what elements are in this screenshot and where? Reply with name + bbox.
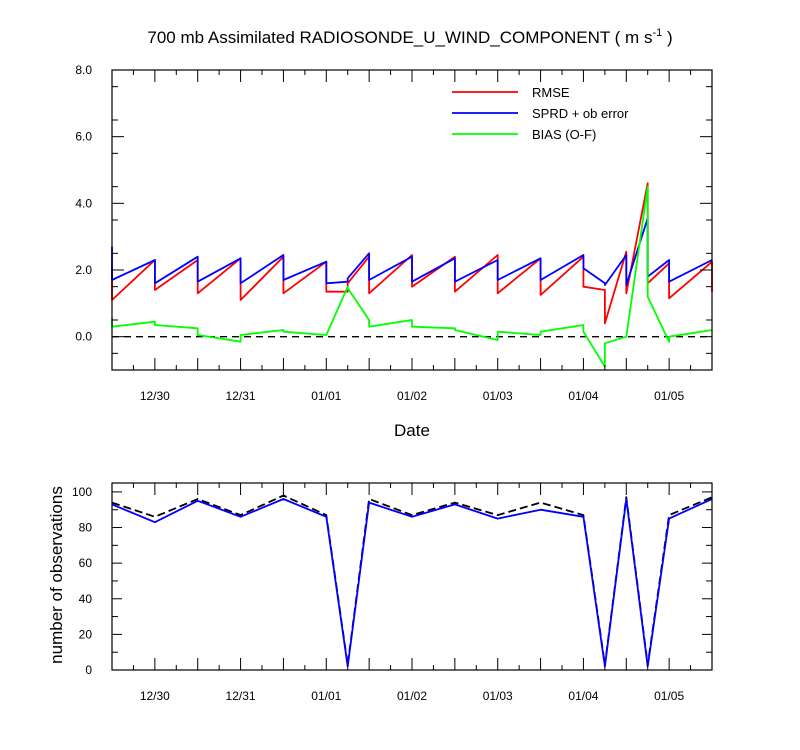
y-tick-label: 4.0 [75,196,92,210]
x-tick-label: 01/02 [397,689,427,703]
legend-label: BIAS (O-F) [532,127,596,142]
top-plot: 12/30 12/31 01/01 01/02 01/03 01/04 01/05 8.0 6.… [75,63,713,403]
series-line-assimilated [111,498,713,668]
legend-label: RMSE [532,85,570,100]
y-tick-label: 40 [79,592,93,606]
x-axis-label: Date [394,421,430,440]
y-tick-label: 20 [79,627,93,641]
y-tick-label: 8.0 [75,63,92,77]
y-tick-label: 80 [79,521,93,535]
y-tick-label: 100 [72,485,92,499]
x-tick-label: 01/05 [654,389,684,403]
title-suffix: ) [662,28,672,47]
x-tick-label: 01/03 [483,689,513,703]
plot-frame [111,482,713,671]
legend: RMSE SPRD + ob error BIAS (O-F) [452,85,629,142]
series-line-rmse [111,182,713,325]
x-tick-label: 01/04 [568,689,598,703]
x-tick-label: 12/31 [226,389,256,403]
y-tick-label: 0.0 [75,330,92,344]
x-tick-label: 12/30 [140,689,170,703]
y-tick-label: 60 [79,556,93,570]
bottom-plot: 12/30 12/31 01/01 01/02 01/03 01/04 01/05 100 80… [72,482,713,703]
x-tick-label: 01/03 [483,389,513,403]
series-line-sprd-ob-error [111,217,713,286]
title-superscript: -1 [652,27,662,39]
x-tick-label: 12/30 [140,389,170,403]
x-tick-label: 01/01 [311,389,341,403]
series-line-bias-o-f [111,185,713,368]
x-tick-label: 01/01 [311,689,341,703]
y-tick-label: 2.0 [75,263,92,277]
x-tick-label: 01/04 [568,389,598,403]
x-tick-label: 12/31 [226,689,256,703]
x-tick-label: 01/02 [397,389,427,403]
y-axis-label-observations: number of observations [47,486,66,664]
x-tick-label: 01/05 [654,689,684,703]
series-line-possible [111,494,713,666]
y-tick-label: 0 [85,663,92,677]
legend-label: SPRD + ob error [532,106,629,121]
y-tick-label: 6.0 [75,130,92,144]
chart-title: 700 mb Assimilated RADIOSONDE_U_WIND_COM… [147,27,672,47]
